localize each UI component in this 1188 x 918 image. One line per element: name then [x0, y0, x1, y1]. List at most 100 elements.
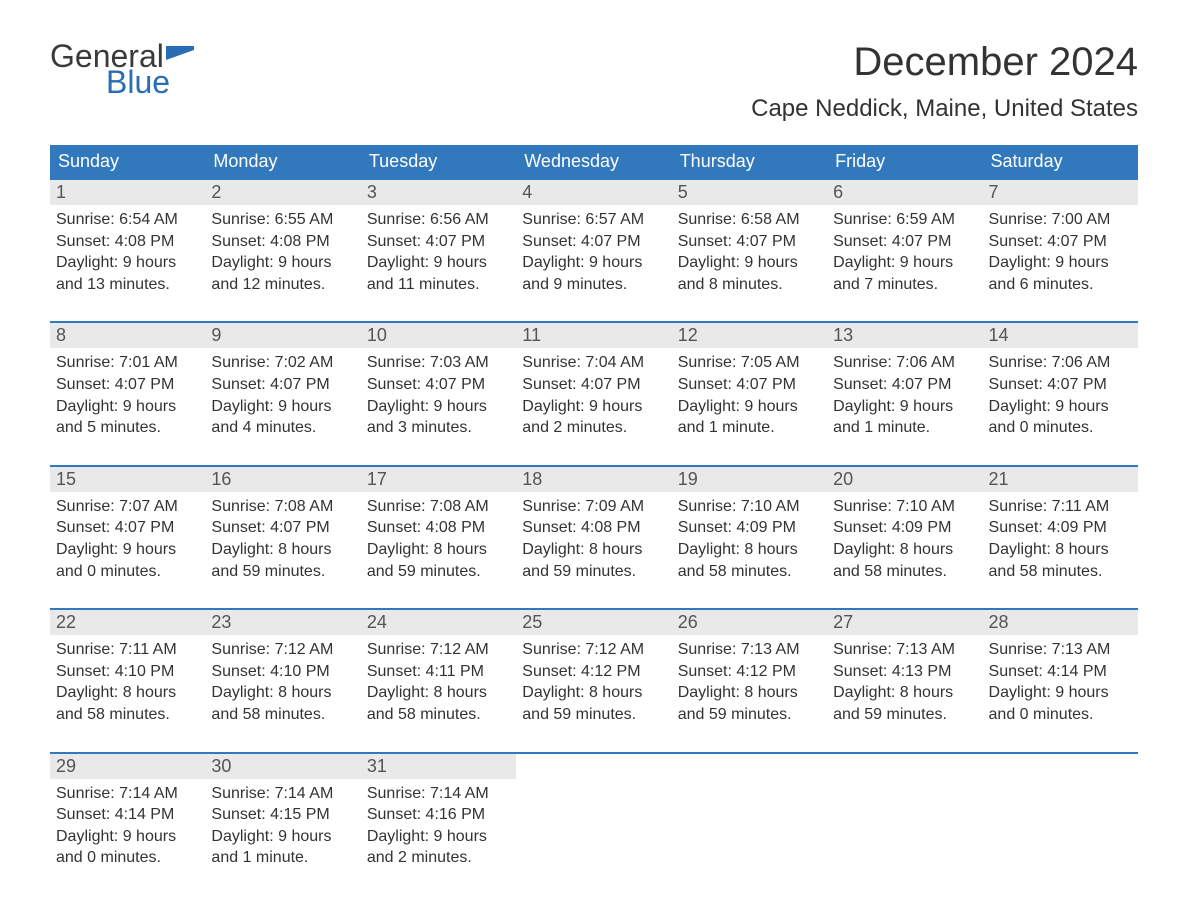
sunrise-text: Sunrise: 7:01 AM [56, 352, 199, 374]
day-cell: 21Sunrise: 7:11 AMSunset: 4:09 PMDayligh… [983, 467, 1138, 584]
sunset-text: Sunset: 4:14 PM [989, 661, 1132, 683]
sunset-text: Sunset: 4:10 PM [211, 661, 354, 683]
sunrise-text: Sunrise: 7:13 AM [678, 639, 821, 661]
sunrise-text: Sunrise: 6:56 AM [367, 209, 510, 231]
day-cell [516, 754, 671, 871]
day-body: Sunrise: 6:55 AMSunset: 4:08 PMDaylight:… [205, 205, 360, 297]
sunrise-text: Sunrise: 7:11 AM [989, 496, 1132, 518]
header: General Blue December 2024 Cape Neddick,… [50, 40, 1138, 137]
sunrise-text: Sunrise: 6:59 AM [833, 209, 976, 231]
daylight-text: Daylight: 8 hours and 58 minutes. [56, 682, 199, 725]
day-cell: 7Sunrise: 7:00 AMSunset: 4:07 PMDaylight… [983, 180, 1138, 297]
sunrise-text: Sunrise: 7:06 AM [989, 352, 1132, 374]
sunrise-text: Sunrise: 7:03 AM [367, 352, 510, 374]
calendar: SundayMondayTuesdayWednesdayThursdayFrid… [50, 145, 1138, 871]
day-body: Sunrise: 7:12 AMSunset: 4:12 PMDaylight:… [516, 635, 671, 727]
day-cell: 26Sunrise: 7:13 AMSunset: 4:12 PMDayligh… [672, 610, 827, 727]
daylight-text: Daylight: 9 hours and 2 minutes. [522, 396, 665, 439]
day-number: 12 [672, 323, 827, 348]
day-number: 10 [361, 323, 516, 348]
day-number: 31 [361, 754, 516, 779]
day-number: 24 [361, 610, 516, 635]
daylight-text: Daylight: 9 hours and 0 minutes. [56, 539, 199, 582]
sunrise-text: Sunrise: 7:14 AM [56, 783, 199, 805]
logo-flag-icon [166, 46, 194, 66]
month-title: December 2024 [751, 40, 1138, 85]
day-body: Sunrise: 7:03 AMSunset: 4:07 PMDaylight:… [361, 348, 516, 440]
day-number: 2 [205, 180, 360, 205]
day-cell: 29Sunrise: 7:14 AMSunset: 4:14 PMDayligh… [50, 754, 205, 871]
daylight-text: Daylight: 9 hours and 4 minutes. [211, 396, 354, 439]
daylight-text: Daylight: 8 hours and 59 minutes. [211, 539, 354, 582]
day-cell: 22Sunrise: 7:11 AMSunset: 4:10 PMDayligh… [50, 610, 205, 727]
day-cell: 25Sunrise: 7:12 AMSunset: 4:12 PMDayligh… [516, 610, 671, 727]
day-cell [672, 754, 827, 871]
daylight-text: Daylight: 9 hours and 1 minute. [833, 396, 976, 439]
day-number: 9 [205, 323, 360, 348]
day-cell: 11Sunrise: 7:04 AMSunset: 4:07 PMDayligh… [516, 323, 671, 440]
sunset-text: Sunset: 4:07 PM [833, 374, 976, 396]
day-number: 18 [516, 467, 671, 492]
sunset-text: Sunset: 4:07 PM [367, 374, 510, 396]
day-body: Sunrise: 6:58 AMSunset: 4:07 PMDaylight:… [672, 205, 827, 297]
day-number: 14 [983, 323, 1138, 348]
daylight-text: Daylight: 8 hours and 58 minutes. [989, 539, 1132, 582]
sunrise-text: Sunrise: 7:12 AM [367, 639, 510, 661]
day-number: 21 [983, 467, 1138, 492]
day-cell: 13Sunrise: 7:06 AMSunset: 4:07 PMDayligh… [827, 323, 982, 440]
day-cell: 23Sunrise: 7:12 AMSunset: 4:10 PMDayligh… [205, 610, 360, 727]
empty-day [827, 754, 982, 779]
day-body: Sunrise: 7:11 AMSunset: 4:09 PMDaylight:… [983, 492, 1138, 584]
daylight-text: Daylight: 8 hours and 59 minutes. [522, 539, 665, 582]
logo: General Blue [50, 40, 194, 98]
day-number: 8 [50, 323, 205, 348]
day-body: Sunrise: 7:07 AMSunset: 4:07 PMDaylight:… [50, 492, 205, 584]
day-body: Sunrise: 7:09 AMSunset: 4:08 PMDaylight:… [516, 492, 671, 584]
day-number: 27 [827, 610, 982, 635]
daylight-text: Daylight: 9 hours and 9 minutes. [522, 252, 665, 295]
sunrise-text: Sunrise: 7:09 AM [522, 496, 665, 518]
daylight-text: Daylight: 9 hours and 11 minutes. [367, 252, 510, 295]
day-cell [983, 754, 1138, 871]
sunrise-text: Sunrise: 6:57 AM [522, 209, 665, 231]
day-body: Sunrise: 7:13 AMSunset: 4:12 PMDaylight:… [672, 635, 827, 727]
day-body: Sunrise: 6:56 AMSunset: 4:07 PMDaylight:… [361, 205, 516, 297]
sunset-text: Sunset: 4:08 PM [522, 517, 665, 539]
day-body: Sunrise: 7:08 AMSunset: 4:08 PMDaylight:… [361, 492, 516, 584]
day-cell: 12Sunrise: 7:05 AMSunset: 4:07 PMDayligh… [672, 323, 827, 440]
sunset-text: Sunset: 4:07 PM [367, 231, 510, 253]
day-of-week-label: Thursday [672, 145, 827, 178]
daylight-text: Daylight: 9 hours and 12 minutes. [211, 252, 354, 295]
day-number: 19 [672, 467, 827, 492]
week-row: 1Sunrise: 6:54 AMSunset: 4:08 PMDaylight… [50, 178, 1138, 297]
day-body: Sunrise: 7:04 AMSunset: 4:07 PMDaylight:… [516, 348, 671, 440]
sunset-text: Sunset: 4:07 PM [56, 374, 199, 396]
day-number: 25 [516, 610, 671, 635]
daylight-text: Daylight: 8 hours and 58 minutes. [367, 682, 510, 725]
sunrise-text: Sunrise: 7:04 AM [522, 352, 665, 374]
day-body: Sunrise: 7:02 AMSunset: 4:07 PMDaylight:… [205, 348, 360, 440]
day-of-week-label: Saturday [983, 145, 1138, 178]
sunrise-text: Sunrise: 7:13 AM [833, 639, 976, 661]
sunset-text: Sunset: 4:07 PM [211, 374, 354, 396]
day-number: 29 [50, 754, 205, 779]
day-body: Sunrise: 7:10 AMSunset: 4:09 PMDaylight:… [672, 492, 827, 584]
day-number: 3 [361, 180, 516, 205]
empty-day [672, 754, 827, 779]
day-body: Sunrise: 7:06 AMSunset: 4:07 PMDaylight:… [827, 348, 982, 440]
sunset-text: Sunset: 4:07 PM [833, 231, 976, 253]
week-row: 15Sunrise: 7:07 AMSunset: 4:07 PMDayligh… [50, 465, 1138, 584]
daylight-text: Daylight: 8 hours and 59 minutes. [522, 682, 665, 725]
sunrise-text: Sunrise: 7:12 AM [211, 639, 354, 661]
daylight-text: Daylight: 9 hours and 8 minutes. [678, 252, 821, 295]
sunrise-text: Sunrise: 7:13 AM [989, 639, 1132, 661]
sunrise-text: Sunrise: 7:08 AM [367, 496, 510, 518]
day-number: 30 [205, 754, 360, 779]
day-number: 7 [983, 180, 1138, 205]
day-cell: 4Sunrise: 6:57 AMSunset: 4:07 PMDaylight… [516, 180, 671, 297]
sunset-text: Sunset: 4:11 PM [367, 661, 510, 683]
sunrise-text: Sunrise: 7:07 AM [56, 496, 199, 518]
sunrise-text: Sunrise: 7:10 AM [833, 496, 976, 518]
sunrise-text: Sunrise: 7:14 AM [211, 783, 354, 805]
day-cell: 8Sunrise: 7:01 AMSunset: 4:07 PMDaylight… [50, 323, 205, 440]
